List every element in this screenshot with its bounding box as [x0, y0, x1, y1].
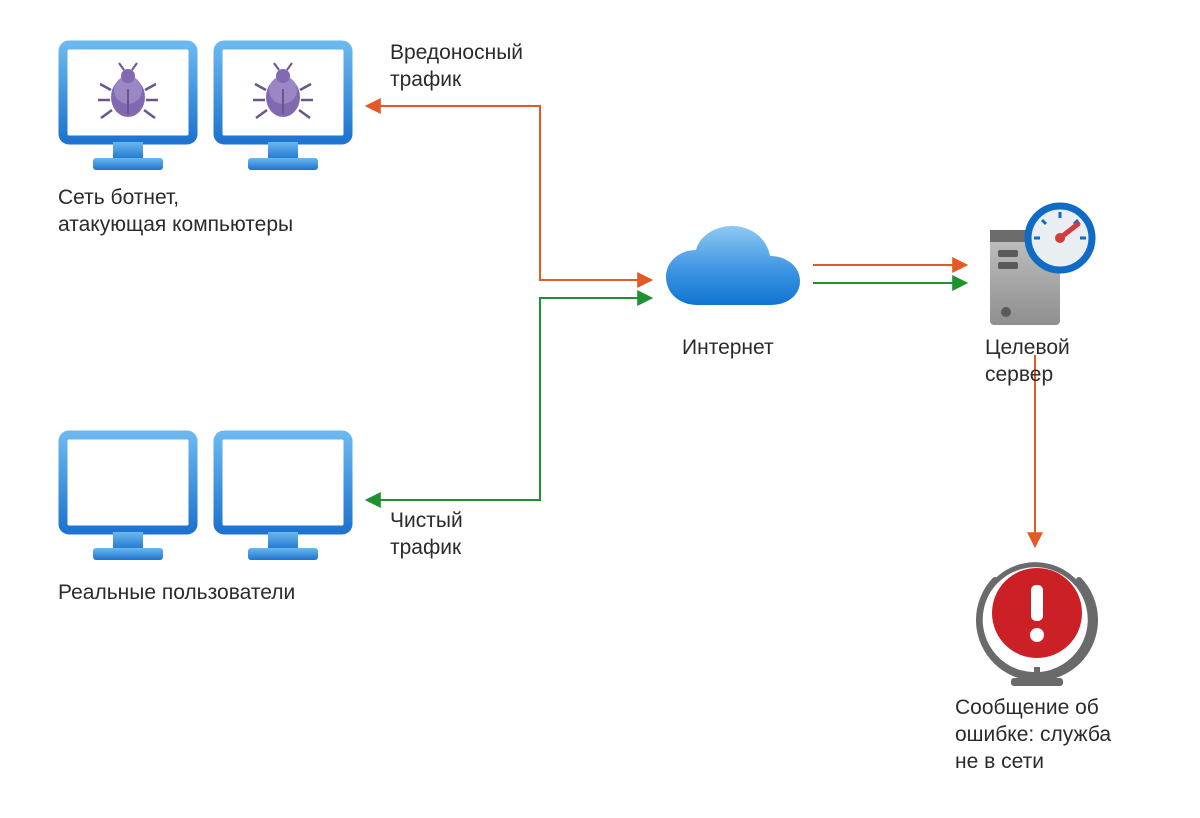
- label-real-users: Реальные пользователи: [58, 580, 295, 607]
- server-gauge-icon: [978, 200, 1108, 335]
- label-internet: Интернет: [682, 335, 774, 362]
- target-server: [978, 200, 1108, 340]
- botnet-monitors: [58, 40, 358, 185]
- label-malicious-traffic: Вредоносный трафик: [390, 40, 523, 94]
- label-clean-traffic: Чистый трафик: [390, 508, 463, 562]
- monitor-icon: [63, 435, 193, 560]
- edge-malicious-to-cloud: [368, 106, 650, 280]
- label-botnet: Сеть ботнет, атакующая компьютеры: [58, 185, 293, 239]
- cloud-internet: [660, 225, 810, 335]
- edge-clean-to-cloud: [368, 298, 650, 500]
- monitor-bug-icon: [218, 45, 348, 170]
- users-monitors: [58, 430, 358, 575]
- label-error-msg: Сообщение об ошибке: служба не в сети: [955, 695, 1111, 776]
- monitor-bug-icon: [63, 45, 193, 170]
- monitor-icon: [218, 435, 348, 560]
- label-target-server: Целевой сервер: [985, 335, 1070, 389]
- error-globe-icon: [975, 555, 1100, 690]
- cloud-icon: [660, 225, 810, 330]
- error-globe: [975, 555, 1100, 695]
